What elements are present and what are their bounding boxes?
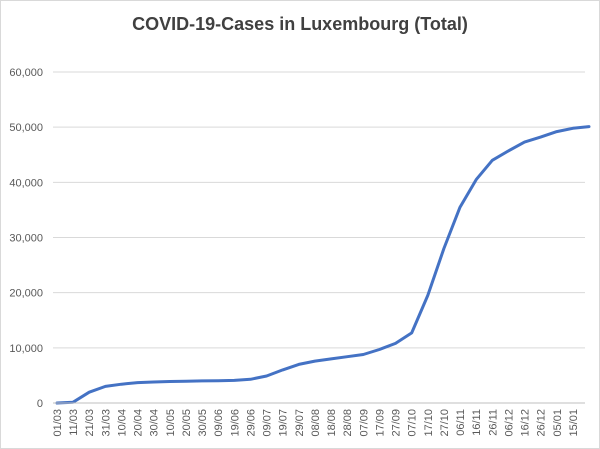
x-tick-label: 10/05 <box>165 409 177 437</box>
x-tick-label: 07/09 <box>358 409 370 437</box>
x-tick-label: 30/05 <box>197 409 209 437</box>
x-tick-label: 27/09 <box>391 409 403 437</box>
x-tick-label: 10/04 <box>116 409 128 437</box>
x-tick-label: 09/07 <box>262 409 274 437</box>
x-tick-label: 28/08 <box>342 409 354 437</box>
y-tick-label: 10,000 <box>9 343 43 355</box>
x-tick-label: 09/06 <box>213 409 225 437</box>
x-tick-label: 29/07 <box>294 409 306 437</box>
chart-title: COVID-19-Cases in Luxembourg (Total) <box>132 14 468 34</box>
x-tick-label: 16/12 <box>520 409 532 437</box>
x-tick-label: 08/08 <box>310 409 322 437</box>
y-tick-label: 30,000 <box>9 233 43 245</box>
x-tick-label: 20/04 <box>133 409 145 437</box>
x-tick-label: 19/07 <box>278 409 290 437</box>
x-tick-label: 17/10 <box>423 409 435 437</box>
x-tick-label: 31/03 <box>100 409 112 437</box>
y-tick-label: 50,000 <box>9 122 43 134</box>
x-tick-label: 17/09 <box>374 409 386 437</box>
x-tick-label: 16/11 <box>471 409 483 436</box>
x-tick-label: 06/11 <box>455 409 467 436</box>
x-tick-label: 26/11 <box>487 409 499 436</box>
x-tick-label: 05/01 <box>552 409 564 437</box>
y-tick-label: 20,000 <box>9 288 43 300</box>
x-tick-label: 30/04 <box>149 409 161 437</box>
y-axis-ticks: 0 10,000 20,000 30,000 40,000 50,000 60,000 <box>9 67 43 410</box>
x-tick-label: 06/12 <box>503 409 515 437</box>
x-tick-label: 20/05 <box>181 409 193 437</box>
x-tick-label: 07/10 <box>407 409 419 437</box>
x-tick-label: 29/06 <box>245 409 257 437</box>
x-tick-label: 15/01 <box>568 409 580 437</box>
y-tick-label: 60,000 <box>9 67 43 79</box>
x-tick-label: 19/06 <box>229 409 241 437</box>
x-tick-label: 18/08 <box>326 409 338 437</box>
x-tick-label: 01/03 <box>52 409 64 437</box>
series-line-total-cases <box>55 125 591 405</box>
x-tick-label: 27/10 <box>439 409 451 437</box>
x-tick-label: 11/03 <box>68 409 80 436</box>
x-tick-label: 21/03 <box>84 409 96 437</box>
y-tick-label: 0 <box>37 398 43 410</box>
x-tick-label: 26/12 <box>536 409 548 437</box>
grid-lines <box>53 71 585 349</box>
y-tick-label: 40,000 <box>9 177 43 189</box>
x-axis-ticks: 01/03 11/03 21/03 31/03 10/04 20/04 30/04 10/05… <box>52 409 580 437</box>
